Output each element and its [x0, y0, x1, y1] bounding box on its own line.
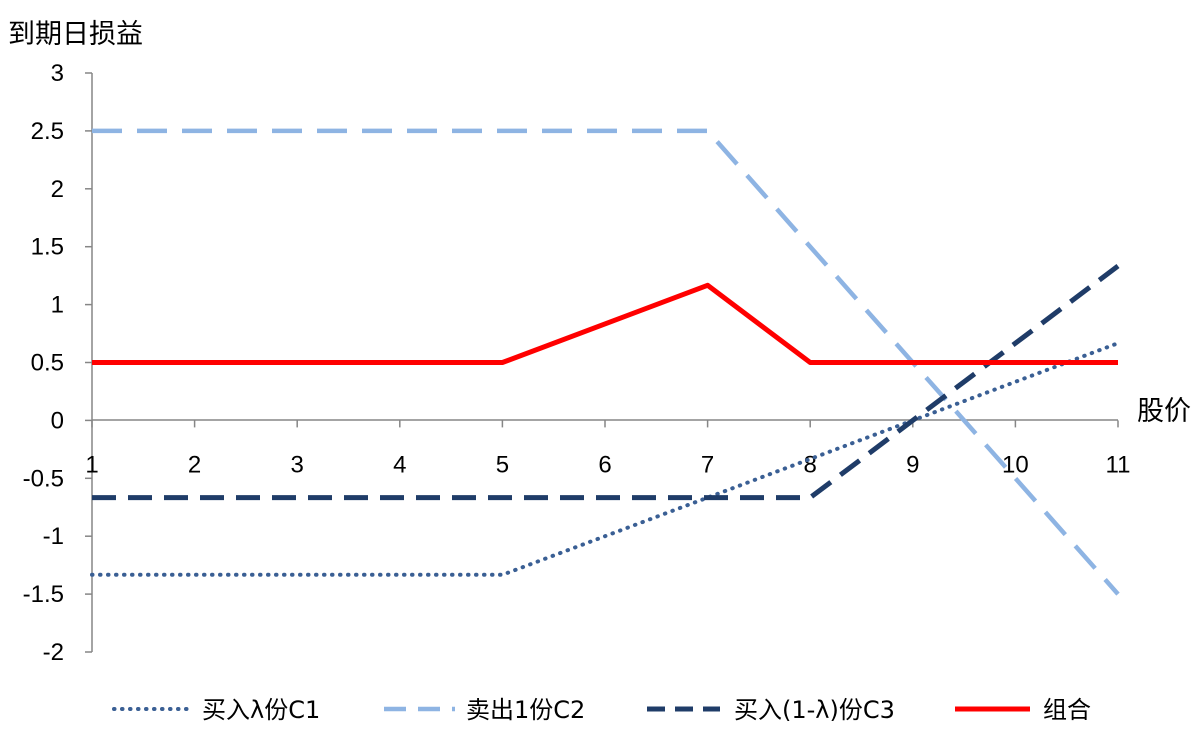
x-tick-marks [91, 420, 1119, 428]
x-tick-label: 2 [188, 451, 201, 478]
y-axis-title: 到期日损益 [8, 19, 143, 50]
y-tick-label: -2 [43, 639, 64, 666]
y-tick-label: 0 [51, 407, 64, 434]
legend: 买入λ份C1 卖出1份C2 买入(1-λ)份C3 组合 [112, 696, 1091, 724]
x-tick-labels: 1 2 3 4 5 6 7 8 9 10 11 [85, 451, 1130, 478]
y-tick-labels: 3 2.5 2 1.5 1 0.5 0 -0.5 -1 -1.5 -2 [23, 60, 64, 666]
x-tick-label: 7 [701, 451, 714, 478]
y-tick-label: 2 [51, 176, 64, 203]
x-tick-label: 11 [1106, 451, 1131, 478]
y-tick-label: -0.5 [23, 465, 64, 492]
y-tick-label: 1.5 [31, 234, 64, 261]
x-tick-label: 9 [906, 451, 919, 478]
y-tick-label: 0.5 [31, 350, 64, 377]
y-tick-label: -1 [43, 523, 64, 550]
x-tick-label: 6 [598, 451, 611, 478]
y-tick-label: -1.5 [23, 581, 64, 608]
x-axis-title: 股价 [1137, 396, 1191, 427]
series-lines [90, 128, 1120, 596]
x-tick-label: 5 [496, 451, 509, 478]
legend-label-c3: 买入(1-λ)份C3 [734, 696, 895, 724]
y-tick-marks [85, 72, 92, 653]
y-tick-label: 3 [51, 60, 64, 87]
y-tick-label: 1 [51, 292, 64, 319]
series-combo-line [92, 282, 1118, 365]
legend-label-combo: 组合 [1043, 696, 1091, 724]
x-tick-label: 1 [85, 451, 98, 478]
legend-label-c2: 卖出1份C2 [466, 696, 585, 724]
x-tick-label: 3 [291, 451, 304, 478]
x-tick-label: 4 [393, 451, 406, 478]
series-c3-line [92, 264, 1120, 501]
y-tick-label: 2.5 [31, 118, 64, 145]
series-c2-line [92, 128, 1120, 596]
legend-label-c1: 买入λ份C1 [202, 696, 320, 724]
